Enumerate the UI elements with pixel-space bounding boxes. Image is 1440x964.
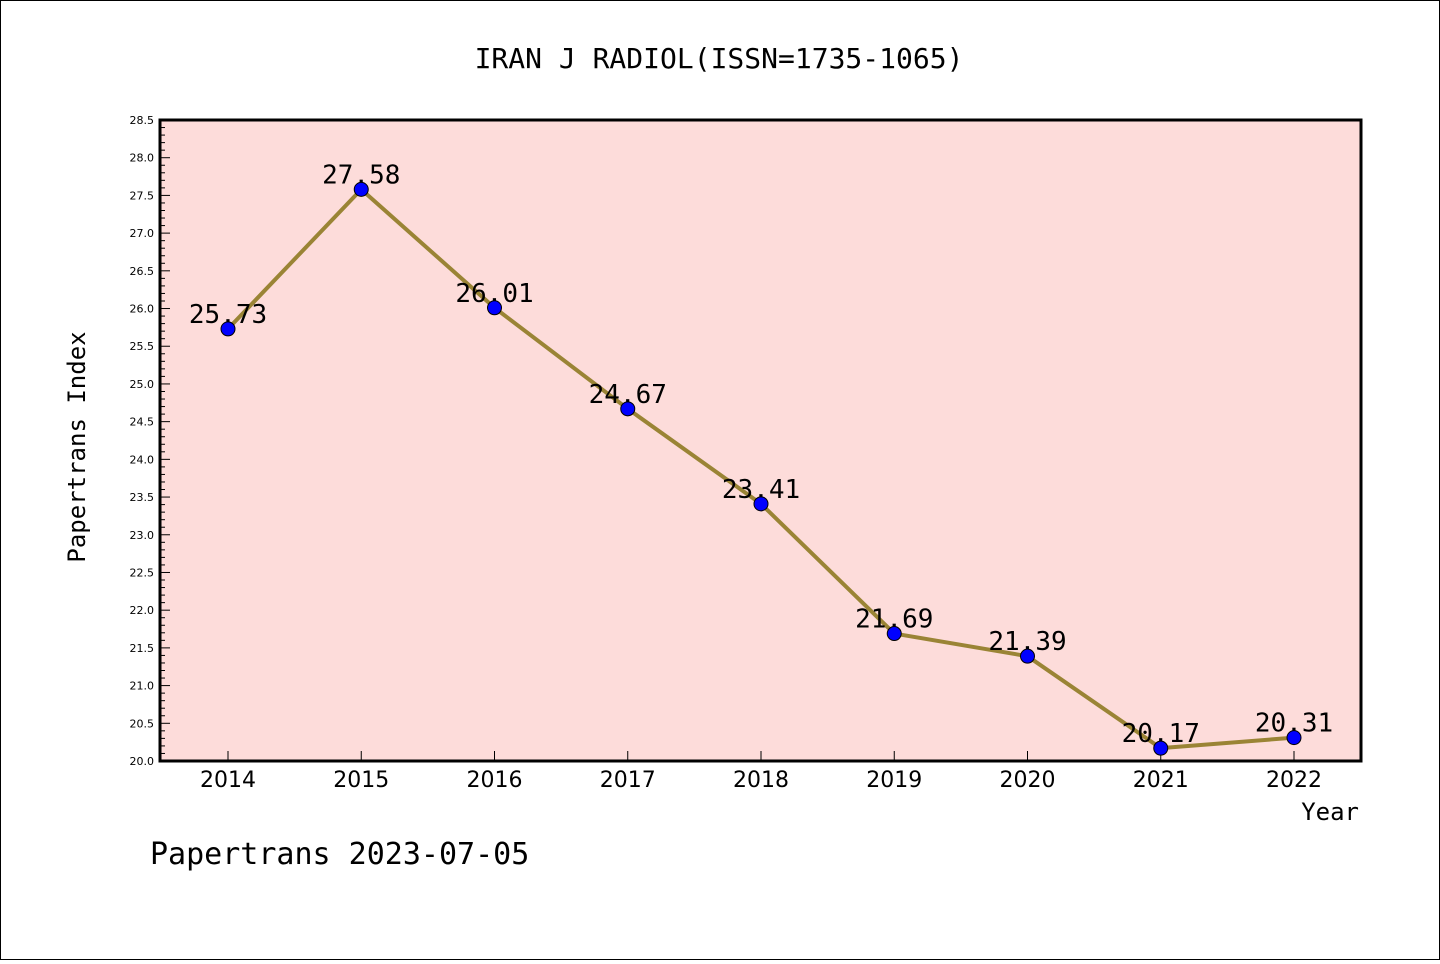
series-layer: 25.7327.5826.0124.6723.4121.6921.3920.17… [189, 160, 1333, 756]
data-point [753, 496, 769, 512]
y-tick-label: 26.0 [130, 303, 155, 316]
x-tick-label: 2021 [1133, 768, 1189, 793]
y-tick-label: 23.5 [130, 491, 155, 504]
data-point [1020, 648, 1035, 664]
y-tick-label: 22.5 [130, 566, 155, 579]
x-axis-label: Year [1301, 798, 1359, 826]
y-tick-label: 20.5 [130, 717, 155, 730]
y-tick-label: 24.0 [130, 453, 155, 466]
x-tick-label: 2022 [1266, 768, 1322, 793]
x-tick-label: 2020 [1000, 768, 1056, 793]
data-point [487, 300, 502, 316]
y-tick-label: 20.0 [130, 755, 155, 768]
y-tick-label: 22.0 [130, 604, 155, 617]
y-tick-label: 23.0 [130, 529, 155, 542]
x-tick-label: 2015 [333, 768, 389, 793]
y-tick-label: 25.0 [130, 378, 155, 391]
y-tick-label: 25.5 [130, 340, 155, 353]
plot-area [158, 118, 1363, 763]
x-tick-label: 2016 [467, 768, 523, 793]
x-tick-label: 2018 [733, 768, 789, 793]
data-point [353, 181, 369, 197]
x-tick-label: 2017 [600, 768, 656, 793]
y-tick-label: 21.0 [130, 680, 155, 693]
data-point [1153, 740, 1169, 756]
y-tick-label: 28.5 [130, 114, 155, 127]
x-axis: 2014 2015 2016 2017 2018 2019 2020 2021 2022 [200, 751, 1322, 793]
y-tick-label: 24.5 [130, 416, 155, 429]
x-tick-label: 2014 [200, 768, 256, 793]
data-point [886, 626, 902, 642]
footer-text: Papertrans 2023-07-05 [150, 837, 529, 872]
data-point [1286, 730, 1302, 746]
chart-title: IRAN J RADIOL(ISSN=1735-1065) [475, 42, 964, 75]
y-tick-label: 28.0 [130, 152, 155, 165]
data-point [220, 321, 236, 337]
y-axis: 20.0 20.5 21.0 21.5 22.0 22.5 23.0 23.5 24.0 24.5… [130, 114, 170, 768]
y-axis-label: Papertrans Index [63, 331, 91, 562]
y-tick-label: 26.5 [130, 265, 155, 278]
x-tick-label: 2019 [866, 768, 922, 793]
data-point [620, 401, 636, 417]
y-tick-label: 21.5 [130, 642, 155, 655]
y-tick-label: 27.5 [130, 189, 155, 202]
y-tick-label: 27.0 [130, 227, 155, 240]
